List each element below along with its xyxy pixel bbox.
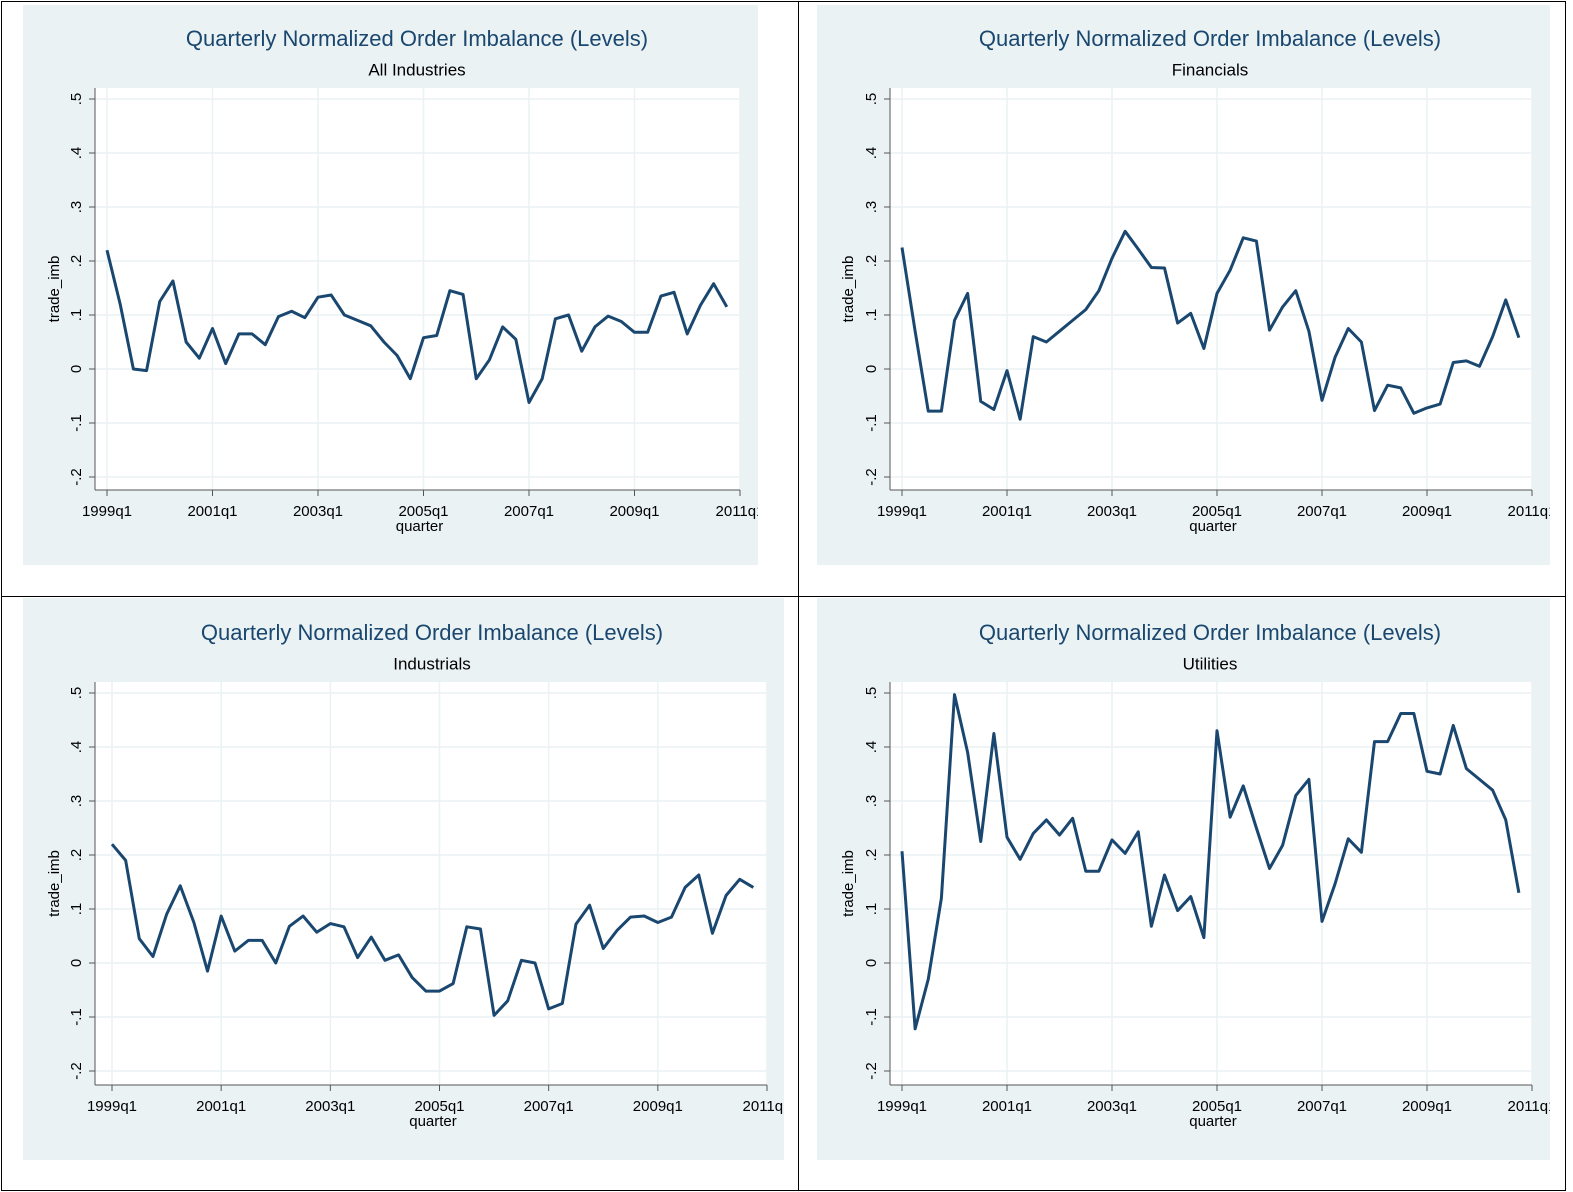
table-border bbox=[1, 1190, 1566, 1191]
x-tick-label: 2011q1 bbox=[1508, 503, 1550, 520]
chart-subtitle: Industrials bbox=[393, 654, 470, 673]
y-tick-label: .5 bbox=[863, 93, 880, 106]
y-tick-label: -.2 bbox=[68, 468, 85, 486]
y-tick-label: -.2 bbox=[863, 468, 880, 486]
y-tick-label: -.1 bbox=[863, 1008, 880, 1026]
y-axis-title: trade_imb bbox=[46, 256, 63, 323]
chart-panel: -.2 -.1 0 .1 .2 .3 .4 .5 1999q1 2001q1 2003q1 2005q… bbox=[23, 598, 784, 1160]
x-tick-label: 2009q1 bbox=[1402, 503, 1452, 520]
x-tick-label: 2003q1 bbox=[305, 1098, 355, 1115]
x-tick-label: 2001q1 bbox=[982, 503, 1032, 520]
y-tick-label: .3 bbox=[68, 795, 85, 808]
y-tick-label: -.1 bbox=[68, 1008, 85, 1026]
table-border bbox=[798, 1, 799, 1191]
chart-title: Quarterly Normalized Order Imbalance (Le… bbox=[201, 620, 663, 645]
data-line bbox=[900, 693, 1521, 1031]
y-tick-label: .2 bbox=[863, 849, 880, 862]
plot-area bbox=[95, 682, 767, 1085]
x-tick-label: 2007q1 bbox=[504, 503, 554, 520]
y-tick-label: 0 bbox=[68, 959, 85, 967]
y-tick-label: -.2 bbox=[863, 1062, 880, 1080]
x-tick-label: 1999q1 bbox=[877, 503, 927, 520]
y-tick-label: .4 bbox=[863, 147, 880, 160]
y-axis-title: trade_imb bbox=[840, 850, 857, 917]
plot-area bbox=[890, 88, 1532, 490]
y-axis-title: trade_imb bbox=[46, 850, 63, 917]
y-tick-label: .1 bbox=[68, 309, 85, 322]
x-tick-label: 2011q1 bbox=[1508, 1098, 1550, 1115]
x-axis-title: quarter bbox=[1189, 1113, 1237, 1130]
chart-title: Quarterly Normalized Order Imbalance (Le… bbox=[979, 26, 1441, 51]
x-tick-label: 2001q1 bbox=[187, 503, 237, 520]
x-tick-label: 2005q1 bbox=[1192, 1098, 1242, 1115]
x-tick-label: 2009q1 bbox=[633, 1098, 683, 1115]
y-tick-label: -.2 bbox=[68, 1062, 85, 1080]
table-border bbox=[1, 1, 1566, 2]
x-tick-label: 2005q1 bbox=[1192, 503, 1242, 520]
x-tick-label: 2011q1 bbox=[743, 1098, 784, 1115]
x-tick-label: 2007q1 bbox=[1297, 1098, 1347, 1115]
y-tick-label: .5 bbox=[68, 687, 85, 700]
plot-area bbox=[95, 88, 740, 490]
chart-title: Quarterly Normalized Order Imbalance (Le… bbox=[186, 26, 648, 51]
y-tick-label: .5 bbox=[863, 687, 880, 700]
x-tick-label: 2011q1 bbox=[716, 503, 758, 520]
data-line bbox=[900, 229, 1521, 421]
y-tick-label: .1 bbox=[863, 903, 880, 916]
plot-area bbox=[890, 682, 1532, 1085]
y-tick-label: .2 bbox=[68, 849, 85, 862]
chart-panel: -.2 -.1 0 .1 .2 .3 .4 .5 1999q1 2001q1 2003q1 2005q… bbox=[817, 5, 1550, 565]
table-border bbox=[1, 1, 2, 1191]
y-tick-label: .1 bbox=[68, 903, 85, 916]
y-tick-label: .4 bbox=[863, 741, 880, 754]
x-tick-label: 2009q1 bbox=[1402, 1098, 1452, 1115]
x-tick-label: 2009q1 bbox=[609, 503, 659, 520]
x-tick-label: 2003q1 bbox=[293, 503, 343, 520]
y-tick-label: .3 bbox=[863, 201, 880, 214]
y-tick-label: 0 bbox=[68, 365, 85, 373]
x-tick-label: 2003q1 bbox=[1087, 503, 1137, 520]
x-tick-label: 2007q1 bbox=[1297, 503, 1347, 520]
y-tick-label: .2 bbox=[863, 255, 880, 268]
data-line bbox=[110, 843, 755, 1017]
y-tick-label: .5 bbox=[68, 93, 85, 106]
x-tick-label: 1999q1 bbox=[87, 1098, 137, 1115]
y-tick-label: .3 bbox=[863, 795, 880, 808]
x-tick-label: 2005q1 bbox=[414, 1098, 464, 1115]
chart-title: Quarterly Normalized Order Imbalance (Le… bbox=[979, 620, 1441, 645]
y-tick-label: 0 bbox=[863, 959, 880, 967]
y-axis-title: trade_imb bbox=[840, 256, 857, 323]
x-tick-label: 2003q1 bbox=[1087, 1098, 1137, 1115]
x-tick-label: 2005q1 bbox=[398, 503, 448, 520]
table-border bbox=[1565, 1, 1566, 1191]
y-tick-label: .4 bbox=[68, 741, 85, 754]
y-tick-label: -.1 bbox=[863, 414, 880, 432]
y-tick-label: 0 bbox=[863, 365, 880, 373]
y-tick-label: -.1 bbox=[68, 414, 85, 432]
data-line bbox=[105, 249, 729, 404]
x-tick-label: 2001q1 bbox=[982, 1098, 1032, 1115]
x-tick-label: 1999q1 bbox=[82, 503, 132, 520]
x-tick-label: 2001q1 bbox=[196, 1098, 246, 1115]
x-axis-title: quarter bbox=[1189, 518, 1237, 535]
chart-subtitle: All Industries bbox=[368, 60, 465, 79]
y-tick-label: .4 bbox=[68, 147, 85, 160]
chart-subtitle: Financials bbox=[1172, 60, 1249, 79]
chart-panel: -.2 -.1 0 .1 .2 .3 .4 .5 1999q1 2001q1 2003q1 2005q… bbox=[23, 5, 758, 565]
x-tick-label: 1999q1 bbox=[877, 1098, 927, 1115]
chart-subtitle: Utilities bbox=[1183, 654, 1238, 673]
y-tick-label: .2 bbox=[68, 255, 85, 268]
y-tick-label: .1 bbox=[863, 309, 880, 322]
x-tick-label: 2007q1 bbox=[524, 1098, 574, 1115]
y-tick-label: .3 bbox=[68, 201, 85, 214]
chart-panel: -.2 -.1 0 .1 .2 .3 .4 .5 1999q1 2001q1 2003q1 2005q… bbox=[817, 598, 1550, 1160]
table-border bbox=[1, 596, 1566, 597]
x-axis-title: quarter bbox=[396, 518, 444, 535]
x-axis-title: quarter bbox=[409, 1113, 457, 1130]
